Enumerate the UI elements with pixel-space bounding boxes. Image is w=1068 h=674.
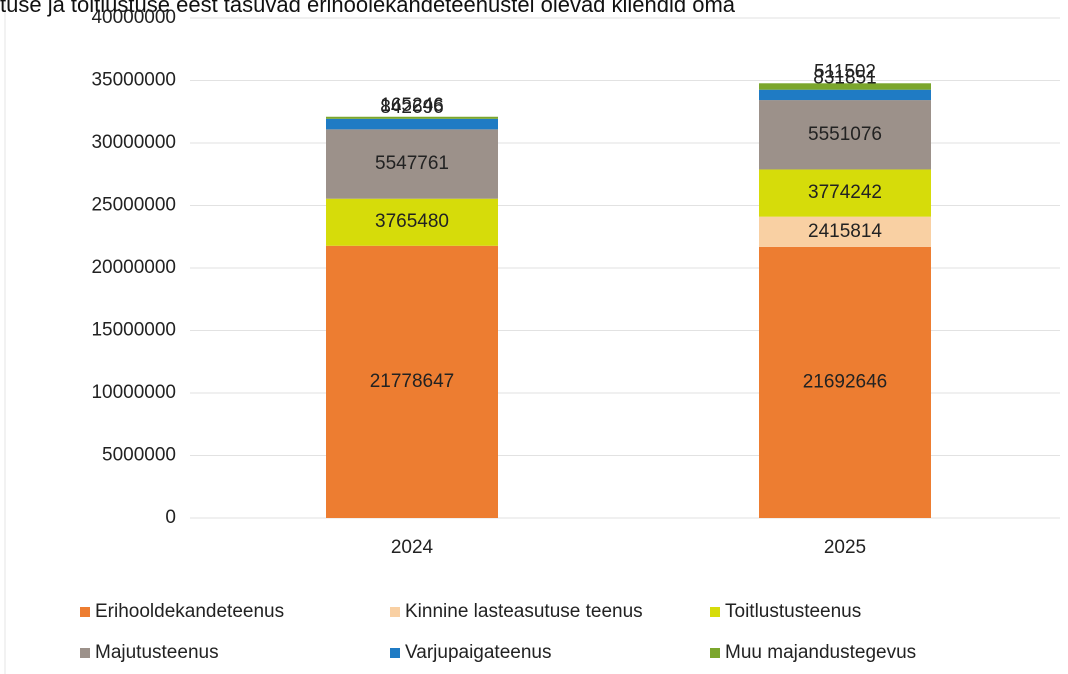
x-tick-label: 2025 (824, 537, 866, 558)
y-tick-label: 0 (165, 507, 176, 528)
data-label: 5551076 (808, 124, 882, 145)
legend-swatch (710, 648, 720, 658)
y-tick-label: 25000000 (91, 195, 176, 216)
data-label: 165246 (380, 95, 443, 116)
y-tick-label: 30000000 (91, 132, 176, 153)
bar-segment (326, 198, 498, 246)
data-label: 511502 (814, 61, 876, 82)
bar-segment (759, 216, 931, 247)
data-label: 3774242 (808, 182, 882, 203)
x-tick-label: 2024 (391, 537, 434, 558)
data-label: 21778647 (370, 371, 455, 392)
y-tick-label: 20000000 (91, 257, 176, 278)
legend-swatch (80, 648, 90, 658)
legend-swatch (80, 607, 90, 617)
y-tick-label: 10000000 (91, 382, 176, 403)
legend-label: Toitlustusteenus (725, 601, 861, 622)
legend-label: Varjupaigateenus (405, 642, 551, 663)
data-label: 842696 (380, 97, 443, 118)
bar-segment (326, 129, 498, 199)
legend-label: Kinnine lasteasutuse teenus (405, 601, 643, 622)
data-label: 5547761 (375, 153, 449, 174)
data-label: 21692646 (803, 371, 888, 392)
bar-segment (759, 89, 931, 101)
data-label: 831851 (813, 68, 876, 89)
legend-label: Muu majandustegevus (725, 642, 916, 663)
bar-segment (759, 169, 931, 217)
y-tick-label: 40000000 (91, 7, 176, 28)
data-label: 2415814 (808, 221, 882, 242)
bar-segment (759, 246, 931, 518)
data-label: 3765480 (375, 211, 449, 232)
bar-segment (326, 116, 498, 119)
legend-swatch (390, 607, 400, 617)
bar-segment (759, 100, 931, 170)
legend-label: Majutusteenus (95, 642, 219, 663)
chart-title: tuse ja toitlustuse eest tasuvad erihool… (0, 0, 736, 17)
legend-swatch (710, 607, 720, 617)
legend-swatch (390, 648, 400, 658)
y-tick-label: 15000000 (91, 320, 176, 341)
bar-segment (759, 83, 931, 90)
y-tick-label: 5000000 (102, 445, 176, 466)
bar-segment (326, 118, 498, 130)
y-tick-label: 35000000 (91, 70, 176, 91)
legend-label: Erihooldekandeteenus (95, 601, 284, 622)
bar-segment (326, 245, 498, 518)
